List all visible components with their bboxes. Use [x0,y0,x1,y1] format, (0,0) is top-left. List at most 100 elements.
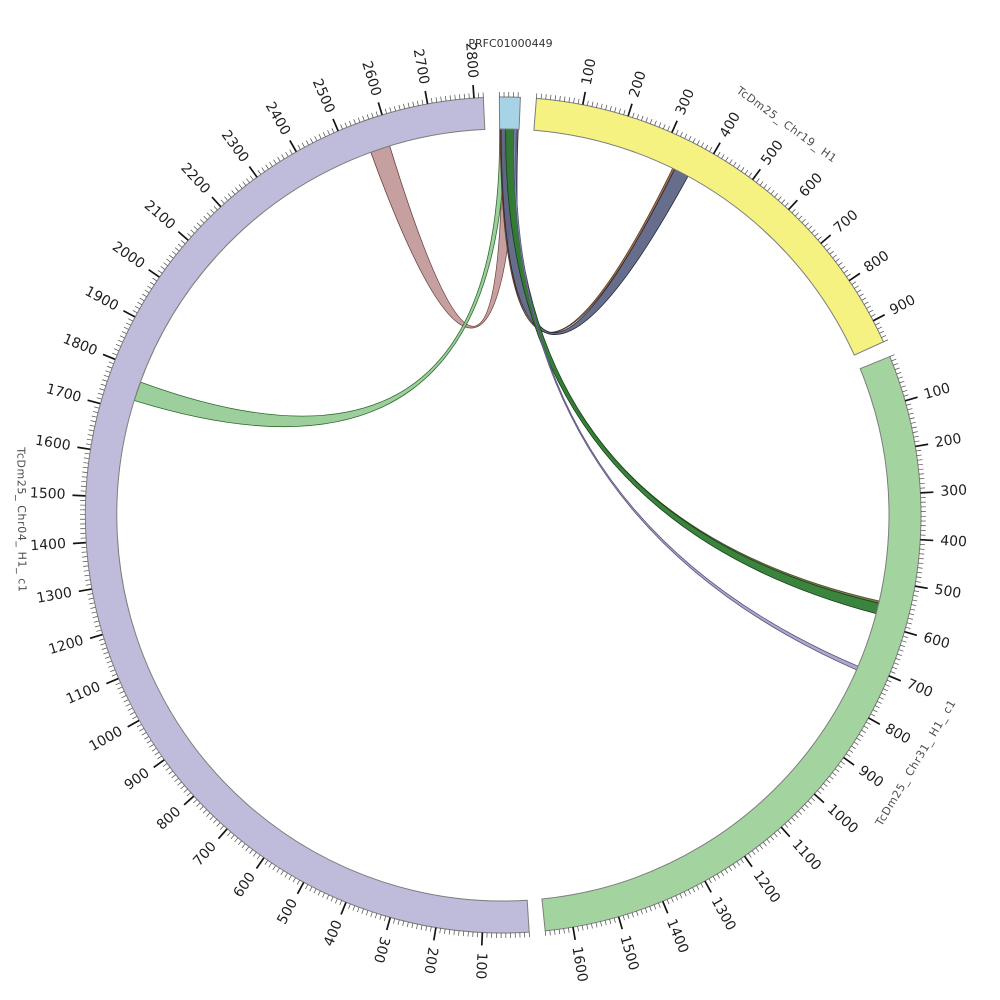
minor-tick-TcDm25_Chr04_H1_c1-730 [212,819,217,824]
major-tick-TcDm25_Chr04_H1_c1-100 [480,932,484,946]
minor-tick-TcDm25_Chr04_H1_c1-360 [361,908,364,914]
major-tick-TcDm25_Chr04_H1_c1-1300 [78,588,92,593]
minor-tick-TcDm25_Chr19_H1-60 [563,96,566,102]
minor-tick-TcDm25_Chr19_H1-560 [774,193,779,198]
minor-tick-TcDm25_Chr04_H1_c1-810 [186,792,191,797]
minor-tick-TcDm25_Chr19_H1-450 [733,161,737,167]
minor-tick-TcDm25_Chr04_H1_c1-550 [280,870,284,876]
minor-tick-TcDm25_Chr31_H1_c1-1050 [797,810,802,815]
minor-tick-TcDm25_Chr04_H1_c1-2150 [200,219,205,224]
minor-tick-TcDm25_Chr04_H1_c1-2230 [227,193,232,198]
major-tick-TcDm25_Chr19_H1-900 [872,314,886,322]
minor-tick-TcDm25_Chr04_H1_c1-2720 [435,97,438,103]
minor-tick-TcDm25_Chr31_H1_c1-1550 [595,922,598,928]
minor-tick-TcDm25_Chr04_H1_c1-1720 [97,392,103,395]
minor-tick-TcDm25_Chr04_H1_c1-380 [352,905,356,911]
minor-tick-TcDm25_Chr04_H1_c1-760 [202,809,207,814]
tick-label-TcDm25_Chr31_H1_c1-1000: 1000 [824,801,861,837]
minor-tick-TcDm25_Chr19_H1-930 [879,330,885,334]
minor-tick-TcDm25_Chr04_H1_c1-1070 [119,691,125,694]
minor-tick-TcDm25_Chr19_H1-940 [881,335,887,338]
minor-tick-TcDm25_Chr04_H1_c1-170 [448,929,451,935]
minor-tick-TcDm25_Chr04_H1_c1-1620 [86,438,92,441]
minor-tick-TcDm25_Chr19_H1-270 [658,122,662,128]
minor-tick-TcDm25_Chr04_H1_c1-1340 [83,570,89,572]
tick-label-TcDm25_Chr19_H1-900: 900 [887,292,918,319]
tick-label-TcDm25_Chr19_H1-300: 300 [673,87,698,118]
major-tick-TcDm25_Chr31_H1_c1-1000 [813,793,825,804]
minor-tick-TcDm25_Chr19_H1-620 [794,212,799,217]
minor-tick-TcDm25_Chr04_H1_c1-1990 [152,277,157,282]
minor-tick-TcDm25_Chr19_H1-850 [861,297,867,301]
minor-tick-TcDm25_Chr04_H1_c1-2520 [344,122,348,128]
minor-tick-TcDm25_Chr04_H1_c1-370 [357,907,360,913]
minor-tick-TcDm25_Chr04_H1_c1-1170 [101,647,107,650]
minor-tick-TcDm25_Chr04_H1_c1-1590 [84,452,90,455]
minor-tick-TcDm25_Chr04_H1_c1-1160 [103,652,109,655]
minor-tick-TcDm25_Chr19_H1-280 [662,124,666,130]
segment-band-TcDm25_Chr19_H1 [533,97,885,356]
minor-tick-TcDm25_Chr31_H1_c1-710 [886,679,892,683]
minor-tick-TcDm25_Chr19_H1-80 [573,98,575,104]
minor-tick-TcDm25_Chr04_H1_c1-1040 [125,703,131,707]
minor-tick-TcDm25_Chr19_H1-610 [791,209,796,214]
minor-tick-TcDm25_Chr04_H1_c1-1920 [134,305,140,310]
major-tick-TcDm25_Chr31_H1_c1-100 [904,396,918,402]
tick-label-TcDm25_Chr04_H1_c1-1100: 1100 [64,679,103,708]
minor-tick-TcDm25_Chr04_H1_c1-990 [136,724,142,728]
tick-label-TcDm25_Chr31_H1_c1-1500: 1500 [616,934,641,973]
minor-tick-TcDm25_Chr31_H1_c1-830 [861,729,866,733]
minor-tick-TcDm25_Chr04_H1_c1-2740 [445,95,447,101]
minor-tick-TcDm25_Chr19_H1-530 [763,184,768,189]
minor-tick-TcDm25_Chr19_H1-250 [649,118,653,124]
minor-tick-TcDm25_Chr04_H1_c1-2390 [289,149,293,155]
minor-tick-TcDm25_Chr31_H1_c1-690 [890,671,896,674]
minor-tick-TcDm25_Chr19_H1-650 [804,222,809,227]
tick-label-TcDm25_Chr04_H1_c1-2500: 2500 [309,77,338,116]
ribbon-link-prfc-chr31-green [505,128,880,615]
minor-tick-TcDm25_Chr04_H1_c1-1010 [132,716,137,720]
minor-tick-TcDm25_Chr04_H1_c1-660 [237,840,242,846]
minor-tick-TcDm25_Chr31_H1_c1-1370 [675,895,679,901]
minor-tick-TcDm25_Chr04_H1_c1-1610 [85,443,92,446]
tick-label-TcDm25_Chr04_H1_c1-600: 600 [231,870,259,901]
minor-tick-TcDm25_Chr19_H1-860 [863,301,869,305]
minor-tick-TcDm25_Chr04_H1_c1-1310 [85,584,91,586]
minor-tick-TcDm25_Chr31_H1_c1-60 [899,380,905,384]
minor-tick-TcDm25_Chr19_H1-740 [832,254,837,259]
minor-tick-TcDm25_Chr31_H1_c1-150 [910,422,916,424]
minor-tick-TcDm25_Chr04_H1_c1-2210 [220,199,225,204]
minor-tick-TcDm25_Chr19_H1-630 [798,215,803,220]
minor-tick-TcDm25_Chr19_H1-360 [696,140,700,145]
minor-tick-TcDm25_Chr04_H1_c1-2260 [238,184,243,189]
minor-tick-TcDm25_Chr04_H1_c1-2560 [362,115,365,121]
minor-tick-TcDm25_Chr31_H1_c1-1380 [671,897,674,903]
minor-tick-TcDm25_Chr04_H1_c1-510 [296,879,300,885]
minor-tick-TcDm25_Chr19_H1-810 [851,281,857,285]
major-tick-TcDm25_Chr04_H1_c1-2100 [177,230,189,241]
minor-tick-TcDm25_Chr04_H1_c1-2490 [331,128,335,133]
tick-label-TcDm25_Chr19_H1-100: 100 [579,57,600,86]
minor-tick-TcDm25_Chr31_H1_c1-880 [848,749,854,753]
major-tick-TcDm25_Chr04_H1_c1-500 [296,882,305,895]
minor-tick-TcDm25_Chr04_H1_c1-490 [305,884,309,890]
minor-tick-TcDm25_Chr04_H1_c1-420 [335,898,338,904]
minor-tick-TcDm25_Chr19_H1-370 [700,142,704,148]
minor-tick-TcDm25_Chr04_H1_c1-280 [397,919,400,925]
minor-tick-TcDm25_Chr31_H1_c1-1140 [766,838,771,844]
minor-tick-TcDm25_Chr04_H1_c1-580 [268,862,272,868]
minor-tick-TcDm25_Chr04_H1_c1-1680 [92,411,98,413]
minor-tick-TcDm25_Chr04_H1_c1-1290 [87,593,93,595]
minor-tick-TcDm25_Chr04_H1_c1-1750 [102,379,108,382]
tick-label-TcDm25_Chr04_H1_c1-1900: 1900 [82,284,121,315]
minor-tick-TcDm25_Chr04_H1_c1-210 [430,926,432,932]
major-tick-TcDm25_Chr04_H1_c1-2200 [211,196,222,208]
minor-tick-TcDm25_Chr19_H1-140 [600,103,603,109]
minor-tick-TcDm25_Chr31_H1_c1-680 [892,666,898,670]
tick-label-TcDm25_Chr19_H1-200: 200 [626,69,649,99]
minor-tick-TcDm25_Chr31_H1_c1-860 [853,741,859,746]
minor-tick-TcDm25_Chr04_H1_c1-2220 [224,196,228,201]
minor-tick-TcDm25_Chr04_H1_c1-2110 [187,233,192,237]
minor-tick-TcDm25_Chr04_H1_c1-1740 [100,383,106,387]
minor-tick-TcDm25_Chr04_H1_c1-750 [206,812,211,817]
